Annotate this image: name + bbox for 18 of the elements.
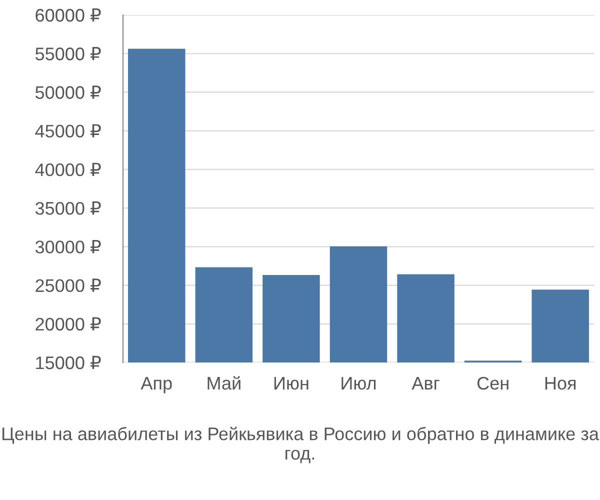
y-tick-label: 45000 ₽	[35, 124, 101, 138]
y-tick-label: 55000 ₽	[35, 46, 101, 60]
x-tick-label: Апр	[140, 377, 172, 394]
y-tick-label: 35000 ₽	[35, 201, 101, 215]
x-tick-label: Ноя	[545, 377, 576, 390]
y-tick-label: 15000 ₽	[36, 356, 101, 370]
text: Цены на авиабилеты из Рейкьявика в Россию и обратно в динамике за год.	[2, 426, 600, 464]
y-tick-label: 25000 ₽	[36, 278, 101, 292]
x-tick-label: Авг	[412, 377, 440, 390]
y-tick-label: 40000 ₽	[35, 162, 101, 176]
y-tick-label: 50000 ₽	[35, 86, 101, 99]
x-tick-label: Май	[208, 376, 240, 390]
x-tick-label: Июл	[342, 377, 376, 390]
x-tick-label: Сен	[477, 376, 508, 390]
y-tick-label: 60000 ₽	[36, 8, 101, 22]
x-tick-label: Июн	[274, 377, 308, 390]
y-tick-label: 20000 ₽	[36, 317, 101, 331]
y-tick-label: 30000 ₽	[35, 240, 101, 254]
